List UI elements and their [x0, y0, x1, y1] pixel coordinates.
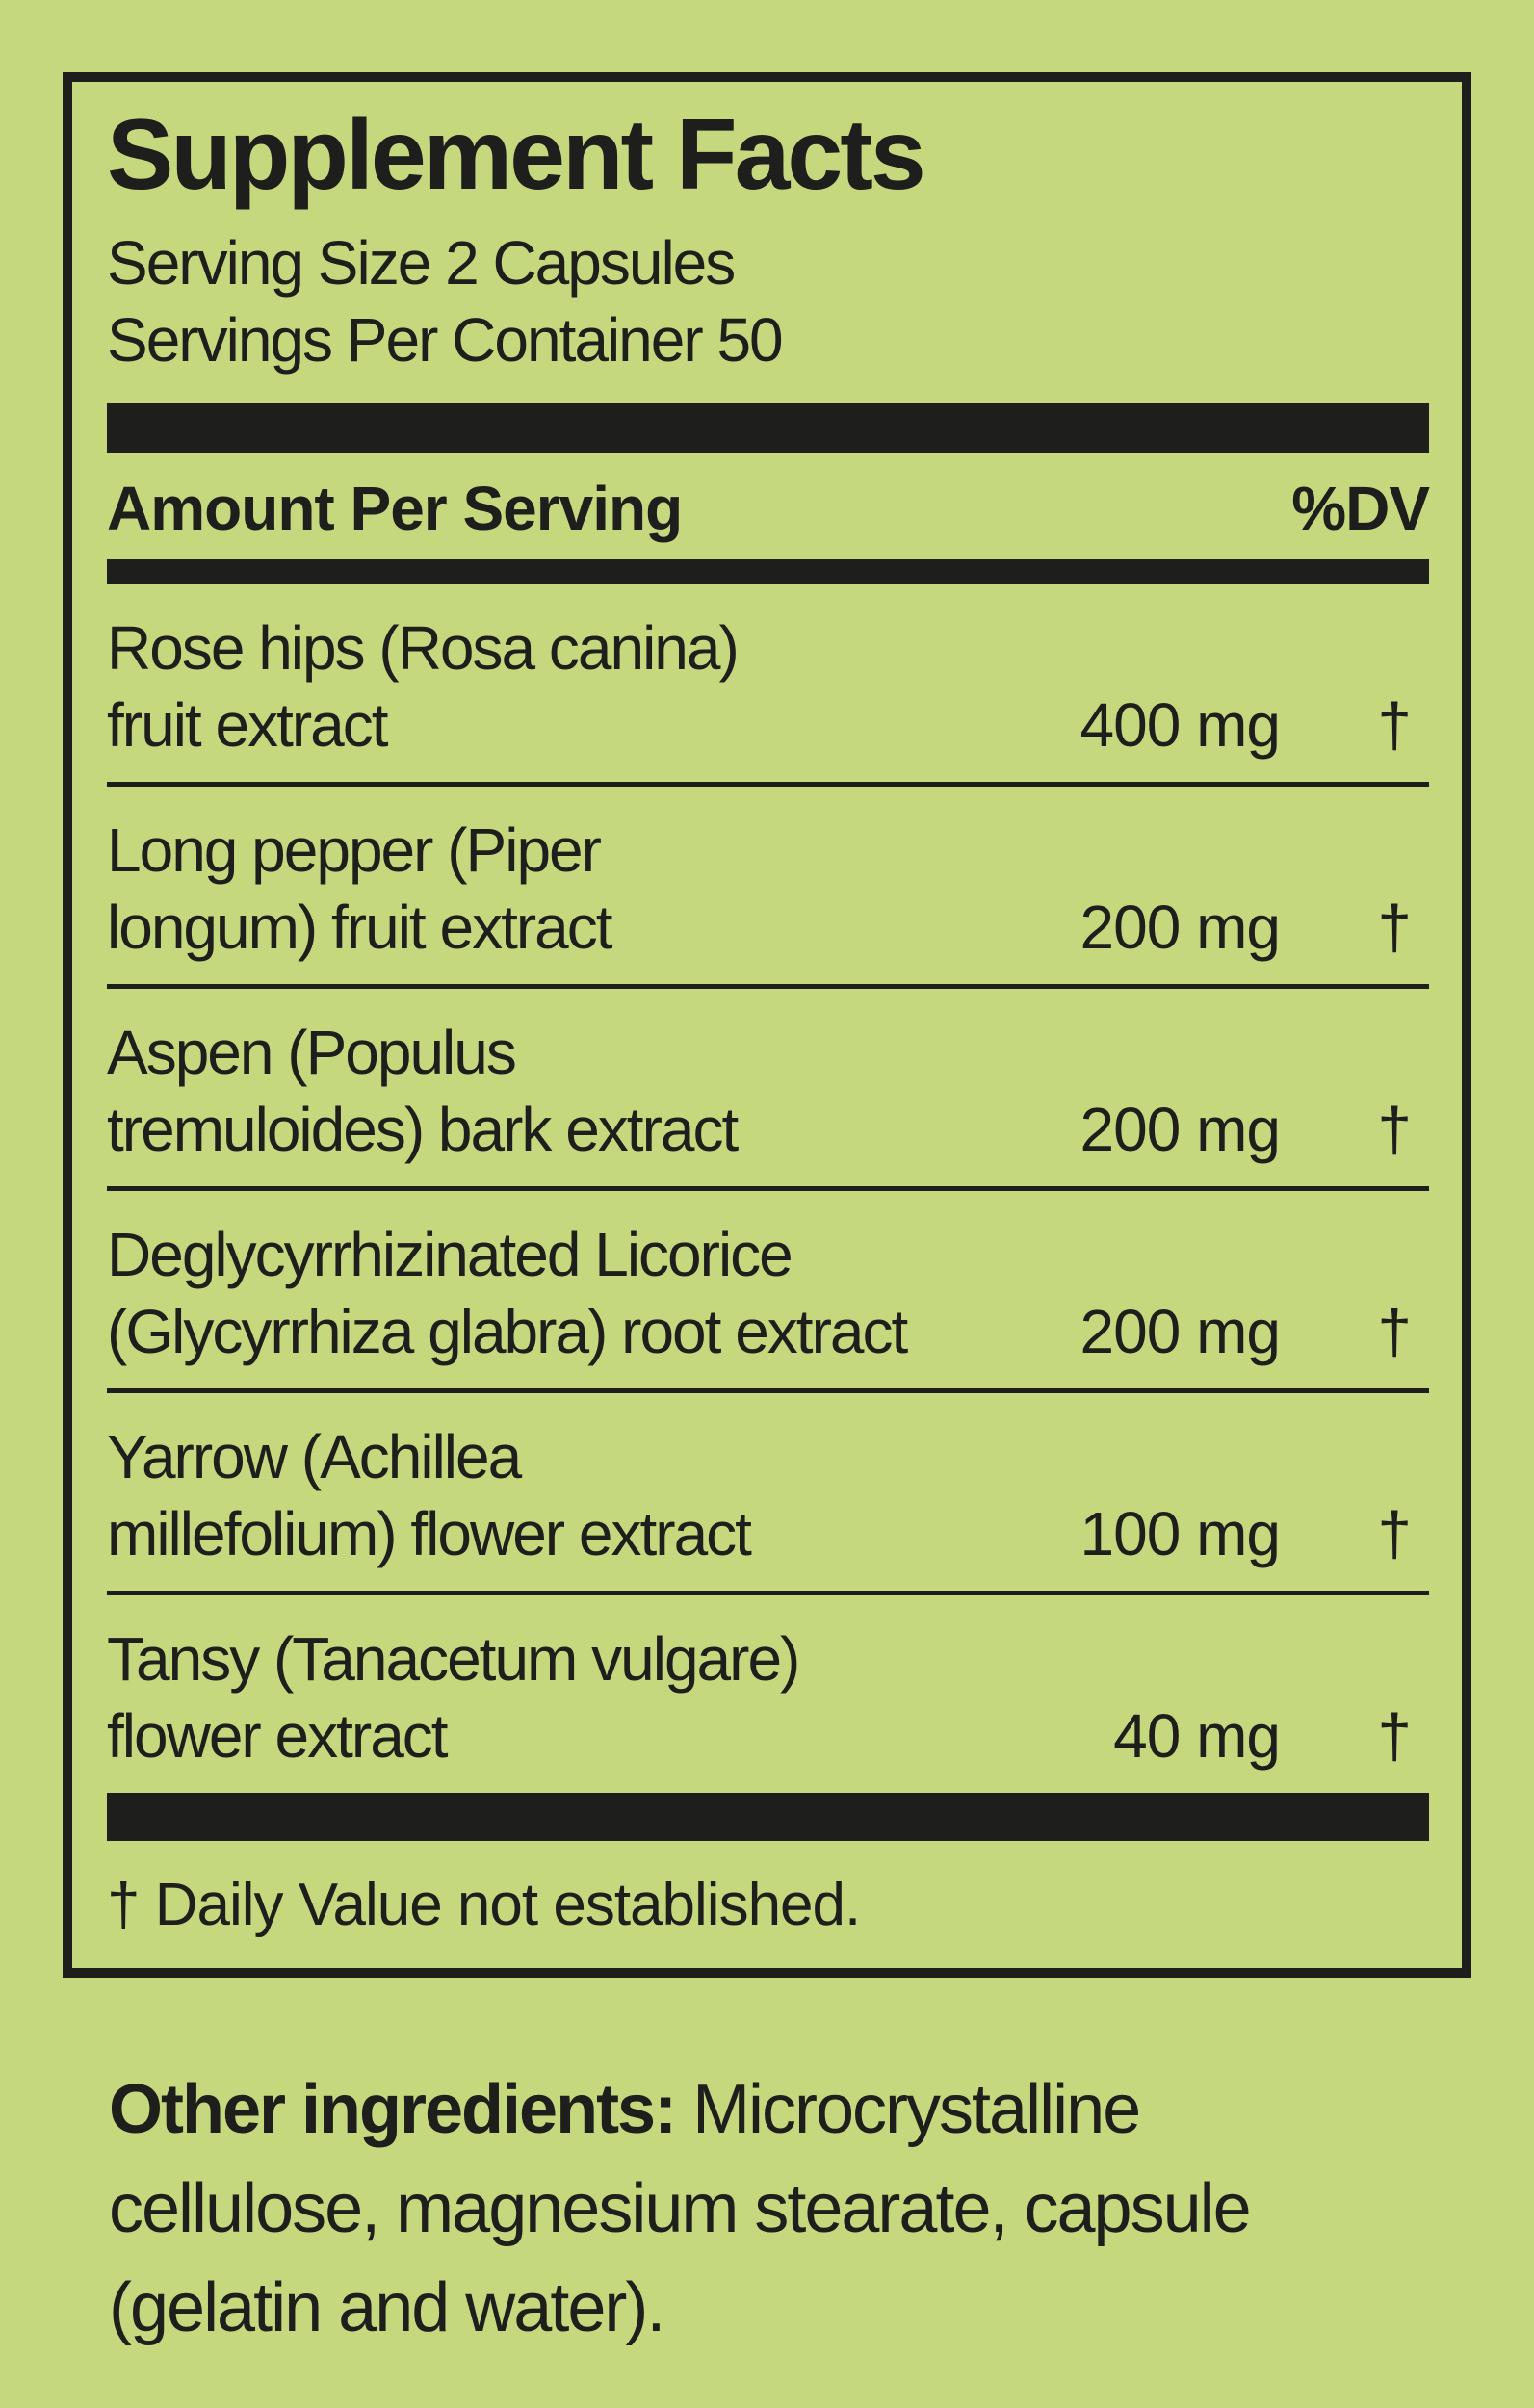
ingredient-name-line: Yarrow (Achillea: [107, 1422, 522, 1491]
serving-info: Serving Size 2 Capsules Servings Per Con…: [107, 224, 1429, 378]
ingredient-amount: 200 mg: [1079, 893, 1281, 962]
ingredient-name-line: Aspen (Populus: [107, 1018, 517, 1087]
ingredient-dv-dagger: †: [1377, 1095, 1412, 1164]
ingredient-dv-dagger: †: [1377, 1701, 1412, 1771]
ingredient-amount: 100 mg: [1079, 1499, 1281, 1568]
thin-separator: [107, 559, 1429, 584]
ingredient-name-line: Deglycyrrhizinated Licorice: [107, 1220, 793, 1289]
serving-size-line: Serving Size 2 Capsules: [107, 228, 736, 298]
ingredient-name: Deglycyrrhizinated Licorice (Glycyrrhiza…: [107, 1216, 1039, 1370]
ingredient-dv-dagger: †: [1377, 1297, 1412, 1366]
ingredient-rows: Rose hips (Rosa canina) fruit extract 40…: [107, 584, 1429, 1793]
ingredient-name-line: tremuloides) bark extract: [107, 1095, 739, 1164]
ingredient-dv-dagger: †: [1377, 1499, 1412, 1568]
dv-column-header: %DV: [1291, 474, 1430, 543]
ingredient-amount: 200 mg: [1079, 1297, 1281, 1366]
daily-value-footnote: † Daily Value not established.: [107, 1872, 861, 1938]
ingredient-name-line: millefolium) flower extract: [107, 1499, 752, 1568]
ingredient-dv-dagger: †: [1377, 893, 1412, 962]
ingredient-name: Tansy (Tanacetum vulgare) flower extract: [107, 1620, 1039, 1774]
ingredient-name-line: fruit extract: [107, 690, 389, 760]
ingredient-amount: 400 mg: [1079, 690, 1281, 760]
ingredient-name-line: Rose hips (Rosa canina): [107, 613, 740, 683]
ingredient-name: Aspen (Populus tremuloides) bark extract: [107, 1014, 1039, 1168]
other-ingredients-line1-rest: Microcrystalline: [675, 2071, 1141, 2148]
ingredient-row: Rose hips (Rosa canina) fruit extract 40…: [107, 584, 1429, 787]
ingredient-amount: 40 mg: [1113, 1701, 1281, 1771]
ingredient-name-line: Long pepper (Piper: [107, 816, 602, 885]
other-ingredients-label: Other ingredients:: [109, 2071, 677, 2148]
ingredient-row: Aspen (Populus tremuloides) bark extract…: [107, 989, 1429, 1191]
ingredient-amount: 200 mg: [1079, 1095, 1281, 1164]
ingredient-row: Deglycyrrhizinated Licorice (Glycyrrhiza…: [107, 1191, 1429, 1393]
ingredient-name-line: flower extract: [107, 1701, 449, 1771]
ingredient-dv-dagger: †: [1377, 690, 1412, 760]
other-ingredients-line: cellulose, magnesium stearate, capsule: [109, 2170, 1252, 2247]
ingredient-name: Rose hips (Rosa canina) fruit extract: [107, 609, 1039, 764]
ingredient-row: Tansy (Tanacetum vulgare) flower extract…: [107, 1595, 1429, 1793]
thick-separator-top: [107, 403, 1429, 453]
supplement-facts-panel: Supplement Facts Serving Size 2 Capsules…: [63, 72, 1471, 1978]
ingredient-name: Long pepper (Piper longum) fruit extract: [107, 812, 1039, 966]
other-ingredients-line: Other ingredients: Microcrystalline: [109, 2060, 1467, 2160]
amount-per-serving-header: Amount Per Serving %DV: [107, 453, 1430, 559]
amount-per-serving-label: Amount Per Serving: [107, 474, 683, 543]
other-ingredients-line: (gelatin and water).: [109, 2269, 665, 2346]
panel-title: Supplement Facts: [107, 99, 926, 211]
ingredient-row: Yarrow (Achillea millefolium) flower ext…: [107, 1393, 1429, 1595]
other-ingredients-paragraph: Other ingredients: Microcrystalline cell…: [109, 2060, 1467, 2358]
ingredient-row: Long pepper (Piper longum) fruit extract…: [107, 787, 1429, 989]
thick-separator-bottom: [107, 1793, 1429, 1841]
servings-per-container-line: Servings Per Container 50: [107, 305, 784, 375]
ingredient-name-line: longum) fruit extract: [107, 893, 613, 962]
ingredient-name-line: Tansy (Tanacetum vulgare): [107, 1624, 800, 1694]
ingredient-name-line: (Glycyrrhiza glabra) root extract: [107, 1297, 908, 1366]
ingredient-name: Yarrow (Achillea millefolium) flower ext…: [107, 1418, 1039, 1572]
